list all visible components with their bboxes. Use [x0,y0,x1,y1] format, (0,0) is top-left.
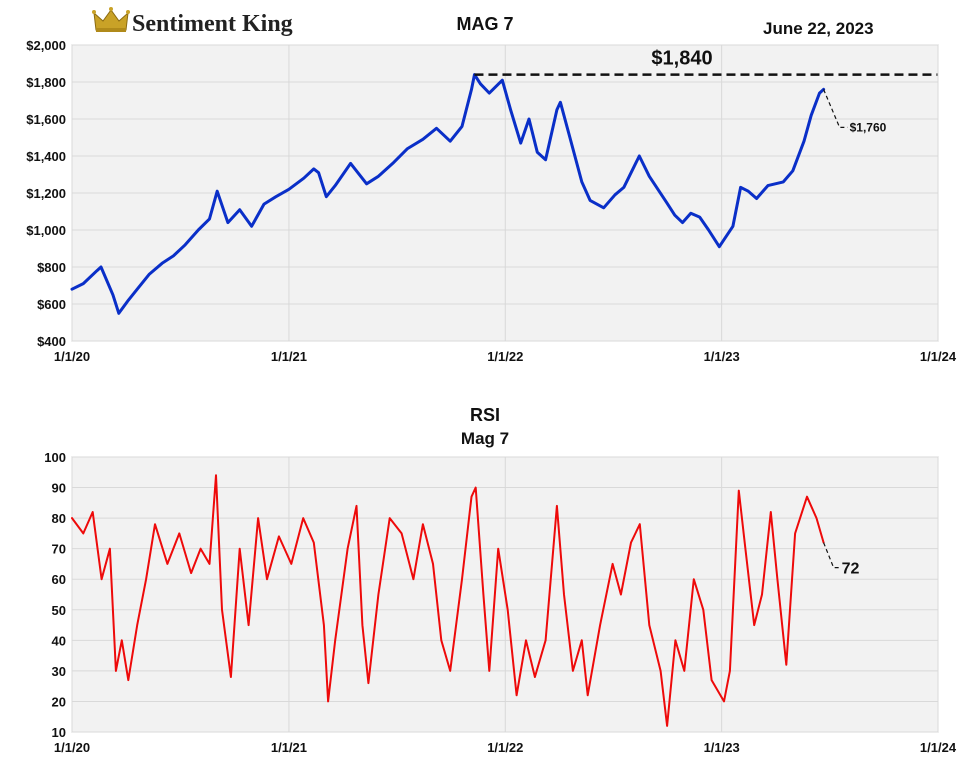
price-chart: MAG 7 $400 $600 $800 $1,000 $1,200 $1,400 $1,6… [26,14,957,364]
price-ytick-label: $1,600 [26,112,66,127]
price-ytick-label: $2,000 [26,38,66,53]
price-ytick-label: $1,400 [26,149,66,164]
last-price-label: $1,760 [850,120,887,134]
rsi-ytick-label: 10 [52,725,66,740]
brand-name: Sentiment King [132,11,293,37]
price-ytick-label: $1,200 [26,186,66,201]
price-ytick-label: $1,800 [26,75,66,90]
price-xtick-label: 1/1/22 [487,349,523,364]
rsi-series-line [71,474,825,727]
last-rsi-leader [823,542,840,569]
price-xtick-label: 1/1/21 [271,349,307,364]
price-chart-title: MAG 7 [456,14,513,34]
rsi-xtick-label: 1/1/20 [54,740,90,755]
price-xtick-label: 1/1/23 [704,349,740,364]
rsi-ytick-label: 30 [52,664,66,679]
brand-logo: Sentiment King [92,7,293,37]
price-ytick-label: $1,000 [26,223,66,238]
price-xtick-label: 1/1/20 [54,349,90,364]
price-ytick-label: $400 [37,334,66,349]
last-rsi-label: 72 [842,561,860,578]
chart-date: June 22, 2023 [763,19,874,38]
rsi-chart-title: RSI [470,405,500,425]
peak-label: $1,840 [651,48,712,70]
rsi-ytick-label: 20 [52,694,66,709]
rsi-xtick-label: 1/1/23 [704,740,740,755]
price-ytick-label: $800 [37,260,66,275]
rsi-xtick-label: 1/1/21 [271,740,307,755]
price-ytick-label: $600 [37,297,66,312]
rsi-ytick-label: 40 [52,633,66,648]
crown-icon [92,7,130,32]
rsi-xtick-label: 1/1/22 [487,740,523,755]
rsi-chart-subtitle: Mag 7 [461,429,509,448]
rsi-xtick-label: 1/1/24 [920,740,957,755]
rsi-ytick-label: 60 [52,572,66,587]
rsi-ytick-label: 70 [52,542,66,557]
rsi-ytick-label: 100 [44,450,66,465]
rsi-chart: RSI Mag 7 10 20 30 40 50 60 70 80 90 100 1/1/20 1/1… [44,405,957,755]
rsi-ytick-label: 80 [52,511,66,526]
rsi-ytick-label: 50 [52,603,66,618]
rsi-ytick-label: 90 [52,481,66,496]
price-xtick-label: 1/1/24 [920,349,957,364]
